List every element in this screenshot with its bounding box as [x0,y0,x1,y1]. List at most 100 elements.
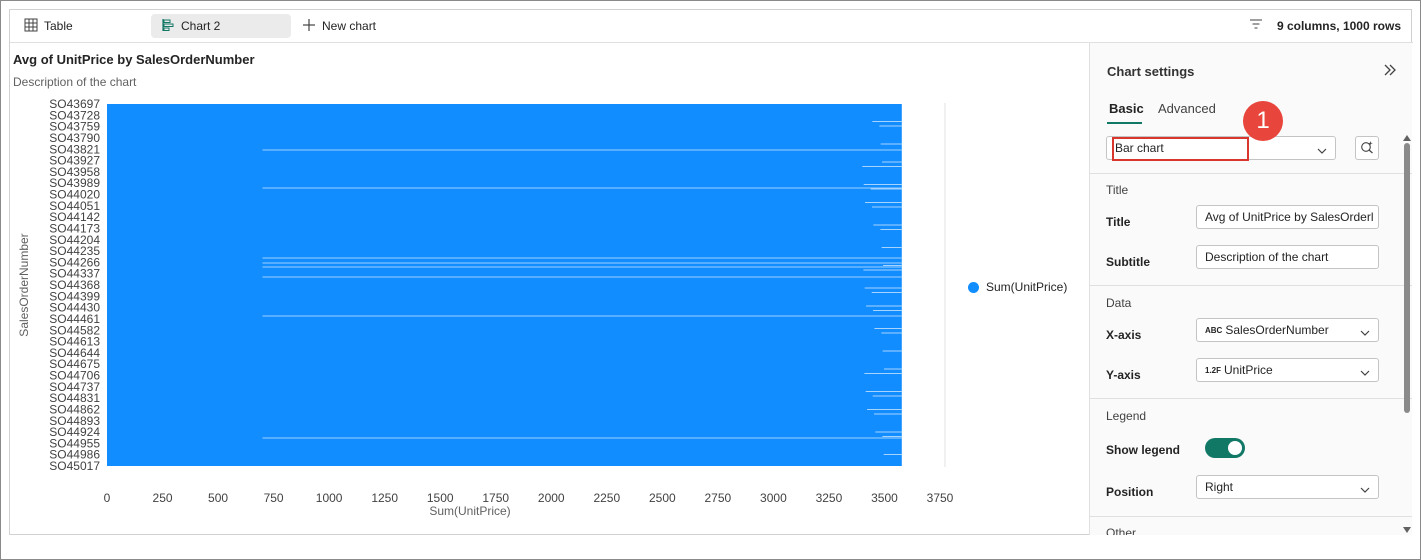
x-axis-select[interactable]: ABC SalesOrderNumber [1196,318,1379,342]
y-axis-field-label: Y-axis [1106,368,1141,382]
tab-basic[interactable]: Basic [1109,101,1144,116]
rows-info-text: 9 columns, 1000 rows [1276,18,1401,33]
tab-chart-label: Chart 2 [181,19,221,33]
new-chart-label: New chart [322,19,377,33]
chevron-down-icon [1360,366,1370,380]
y-tick-label: SO44675 [49,357,100,371]
divider [1090,285,1412,286]
y-tick-label: SO44737 [49,380,100,394]
y-tick-label: SO45017 [49,459,100,473]
x-tick-label: 2500 [649,491,676,505]
subtitle-input[interactable]: Description of the chart [1196,245,1379,269]
x-tick-label: 2250 [593,491,620,505]
x-tick-label: 2000 [538,491,565,505]
chart-subtitle: Description of the chart [13,75,137,89]
y-tick-label: SO44020 [49,188,100,202]
tab-chart-2[interactable]: Chart 2 [151,14,291,38]
y-tick-label: SO44955 [49,436,100,450]
filter-icon[interactable] [1249,18,1263,33]
tab-table[interactable]: Table [14,14,83,38]
toggle-knob [1228,441,1242,455]
x-axis-field-label: X-axis [1106,328,1142,342]
tab-advanced[interactable]: Advanced [1158,101,1216,116]
number-type-icon: 1.2F [1205,365,1222,375]
y-tick-label: SO44831 [49,391,100,405]
y-tick-label: SO44986 [49,448,100,462]
chart-type-select[interactable]: Bar chart [1106,136,1336,160]
position-field-label: Position [1106,485,1154,499]
y-tick-label: SO44582 [49,323,100,337]
y-tick-label: SO44051 [49,199,100,213]
y-tick-label: SO44613 [49,335,100,349]
chevron-down-icon [1360,483,1370,497]
x-tick-label: 3500 [871,491,898,505]
y-tick-label: SO44142 [49,210,100,224]
y-tick-label: SO44337 [49,267,100,281]
text-type-icon: ABC [1205,325,1223,335]
scroll-thumb[interactable] [1404,143,1410,413]
bar-chart: SO43697SO43728SO43759SO43790SO43821SO439… [17,97,954,518]
y-tick-label: SO44706 [49,369,100,383]
chart-title: Avg of UnitPrice by SalesOrderNumber [13,52,255,67]
panel-scrollbar[interactable] [1403,135,1411,533]
section-other-heading: Other [1106,526,1137,535]
active-tab-indicator [1107,122,1142,124]
y-axis-select[interactable]: 1.2F UnitPrice [1196,358,1379,382]
bar-chart-icon [161,18,175,35]
y-tick-label: SO44399 [49,289,100,303]
section-data-heading: Data [1106,296,1132,310]
x-tick-label: 250 [153,491,173,505]
chart-type-value: Bar chart [1115,141,1164,155]
y-tick-label: SO44644 [49,346,100,360]
scroll-down-icon[interactable] [1403,527,1411,533]
y-tick-label: SO43821 [49,142,100,156]
bars [107,104,902,466]
y-axis-tick-labels: SO43697SO43728SO43759SO43790SO43821SO439… [49,97,100,473]
y-tick-label: SO44266 [49,255,100,269]
x-tick-label: 0 [104,491,111,505]
step-badge: 1 [1243,101,1283,141]
x-tick-label: 500 [208,491,228,505]
legend-marker [968,281,979,293]
panel-title: Chart settings [1107,64,1195,79]
divider [1090,173,1412,174]
y-tick-label: SO43728 [49,108,100,122]
y-tick-label: SO43759 [49,120,100,134]
tab-bar: Table Chart 2 New chart 9 columns, 1000 … [10,10,1413,43]
title-input[interactable]: Avg of UnitPrice by SalesOrderl [1196,205,1379,229]
x-tick-label: 3250 [816,491,843,505]
y-tick-label: SO44924 [49,425,100,439]
x-axis-label: Sum(UnitPrice) [429,504,510,518]
x-tick-label: 750 [264,491,284,505]
chart-legend: Sum(UnitPrice) [968,280,1067,294]
y-tick-label: SO43927 [49,154,100,168]
y-axis-label: SalesOrderNumber [17,233,31,336]
divider [1090,398,1412,399]
x-tick-label: 3750 [927,491,954,505]
y-tick-label: SO44235 [49,244,100,258]
title-field-label: Title [1106,215,1131,229]
chart-type-highlight [1112,137,1249,161]
subtitle-field-label: Subtitle [1106,255,1150,269]
legend-position-value: Right [1205,480,1234,494]
y-tick-label: SO43697 [49,97,100,111]
scroll-up-icon[interactable] [1403,135,1411,141]
table-icon [24,18,38,35]
show-legend-label: Show legend [1106,443,1181,457]
section-legend-heading: Legend [1106,409,1147,423]
x-tick-label: 1000 [316,491,343,505]
chart-editor: Table Chart 2 New chart 9 columns, 1000 … [9,9,1413,535]
show-legend-toggle[interactable] [1205,438,1245,458]
legend-position-select[interactable]: Right [1196,475,1379,499]
chart-suggestion-button[interactable] [1355,136,1379,160]
x-tick-label: 1750 [482,491,509,505]
y-tick-label: SO44368 [49,278,100,292]
y-tick-label: SO44893 [49,414,100,428]
collapse-panel-icon[interactable] [1382,62,1398,78]
y-tick-label: SO44461 [49,312,100,326]
bar[interactable] [107,104,902,466]
y-tick-label: SO44204 [49,233,100,247]
new-chart-button[interactable]: New chart [292,14,386,38]
tab-table-label: Table [44,19,73,33]
